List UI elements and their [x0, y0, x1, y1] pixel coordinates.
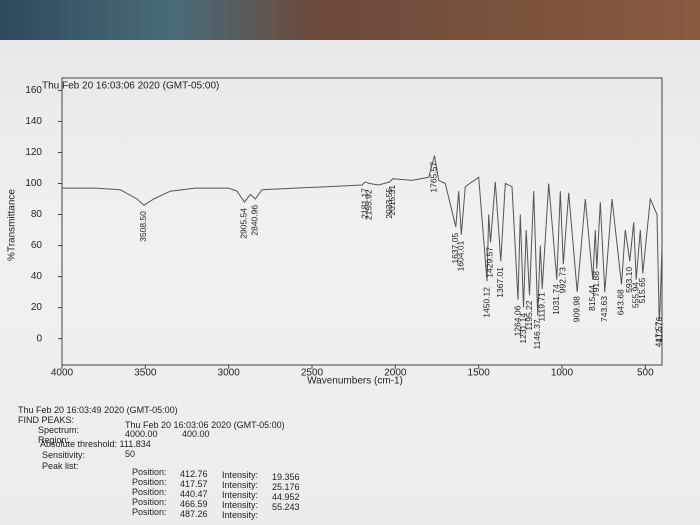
x-tick-label: 1000 — [551, 368, 574, 379]
y-tick-label: 60 — [31, 240, 43, 251]
peak-label: 2015.31 — [387, 185, 397, 216]
row-value: 487.26 — [180, 508, 208, 519]
field-value: 4000.00 — [125, 429, 158, 439]
row-label: Intensity: — [222, 470, 259, 480]
row-value: 19.356 — [272, 471, 300, 482]
peak-label: 2905.54 — [239, 208, 249, 239]
x-tick-label: 500 — [637, 368, 654, 379]
field-label: Region: — [38, 435, 70, 445]
peak-label: 643.68 — [616, 289, 626, 315]
row-label: Intensity: — [222, 500, 259, 510]
peak-label: 1604.01 — [456, 240, 466, 271]
y-tick-label: 80 — [31, 209, 43, 220]
field-value: Absolute threshold: 111.834 — [40, 439, 151, 449]
row-value: 417.57 — [180, 478, 208, 489]
peak-label: 2155.92 — [364, 189, 374, 220]
row-value: 440.47 — [180, 488, 208, 499]
peak-label: 1231.14 — [518, 313, 528, 344]
x-tick-label: 2000 — [384, 368, 407, 379]
field-value: Thu Feb 20 16:03:06 2020 (GMT-05:00) — [125, 420, 285, 430]
field-label: Spectrum: — [38, 425, 80, 435]
y-axis-label: %Transmittance — [7, 189, 18, 261]
peak-label: 1450.12 — [481, 287, 491, 318]
peak-label: 515.65 — [637, 277, 647, 303]
field-value: 400.00 — [182, 429, 210, 439]
row-label: Intensity: — [222, 510, 259, 520]
row-label: Position: — [132, 507, 167, 517]
report-timestamp: Thu Feb 20 16:03:49 2020 (GMT-05:00) — [18, 405, 178, 415]
row-label: Intensity: — [222, 490, 259, 500]
row-value: 44.952 — [272, 491, 300, 502]
field-label: Sensitivity: — [42, 450, 86, 460]
peak-label: 992.73 — [557, 267, 567, 293]
y-tick-label: 140 — [25, 116, 42, 127]
report-heading: FIND PEAKS: — [18, 415, 75, 425]
row-label: Position: — [132, 477, 167, 487]
x-tick-label: 3000 — [218, 368, 241, 379]
peak-label: 1637.05 — [450, 233, 460, 264]
peak-label: 1429.57 — [485, 247, 495, 278]
row-value: 412.76 — [180, 468, 208, 479]
plot-frame — [61, 77, 663, 366]
spectrum-line — [62, 155, 663, 321]
row-label: Intensity: — [222, 480, 259, 490]
peak-label: 791.88 — [591, 271, 601, 297]
field-label: Peak list: — [42, 461, 79, 471]
x-axis-label: Wavenumbers (cm-1) — [307, 376, 403, 387]
peak-label: 1195.22 — [524, 300, 534, 330]
x-tick-label: 2500 — [301, 368, 324, 379]
y-tick-label: 100 — [25, 178, 42, 189]
row-label: Position: — [132, 487, 167, 497]
y-tick-label: 0 — [36, 333, 42, 344]
chart-title: Thu Feb 20 16:03:06 2020 (GMT-05:00) — [42, 81, 219, 92]
peak-label: 909.98 — [571, 296, 581, 322]
x-tick-label: 4000 — [51, 368, 74, 379]
x-tick-label: 1500 — [468, 368, 491, 379]
peak-label: 1119.71 — [536, 292, 546, 322]
y-tick-label: 40 — [31, 271, 43, 282]
peak-label: 593.10 — [624, 267, 634, 293]
peak-label: 555.94 — [630, 282, 640, 308]
row-value: 55.243 — [272, 501, 300, 512]
peak-label: 1765.57 — [429, 162, 439, 193]
peak-label: 815.44 — [587, 285, 597, 311]
peak-label: 1146.37 — [532, 319, 542, 349]
peak-label: 743.63 — [599, 296, 609, 322]
y-tick-label: 120 — [25, 147, 42, 158]
row-label: Position: — [132, 497, 167, 507]
peak-label: 1031.74 — [551, 284, 561, 315]
peak-label: 1367.01 — [495, 267, 505, 298]
peak-label: 2840.96 — [249, 205, 259, 236]
peak-label: 412.76 — [654, 317, 664, 343]
y-tick-label: 20 — [31, 302, 43, 313]
peak-label: 2033.55 — [384, 188, 394, 219]
row-label: Position: — [132, 467, 167, 477]
peak-label: 2181.17 — [359, 188, 369, 219]
y-tick-label: 160 — [25, 85, 42, 96]
row-value: 466.59 — [180, 498, 208, 509]
peak-label: 3508.50 — [138, 211, 148, 242]
peak-label: 1264.06 — [512, 305, 522, 336]
paper — [0, 40, 700, 525]
peak-label: 417.57 — [653, 321, 663, 347]
field-value: 50 — [125, 449, 136, 459]
x-tick-label: 3500 — [134, 368, 157, 379]
row-value: 25.176 — [272, 481, 300, 492]
